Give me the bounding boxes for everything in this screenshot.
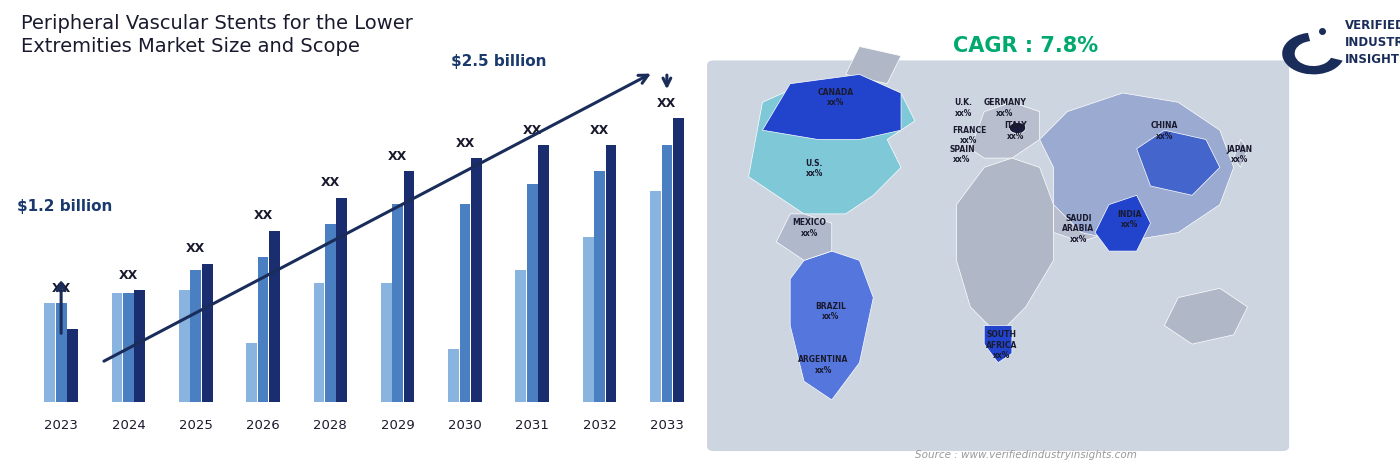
Text: 2025: 2025 — [179, 418, 213, 432]
Polygon shape — [1053, 195, 1109, 242]
Bar — [470, 158, 482, 402]
Circle shape — [1009, 122, 1026, 133]
Text: Source : www.verifiedindustryinsights.com: Source : www.verifiedindustryinsights.co… — [914, 450, 1137, 460]
Bar — [515, 270, 526, 402]
Bar — [269, 231, 280, 402]
Text: 2033: 2033 — [650, 418, 683, 432]
Bar — [258, 257, 269, 402]
Text: FRANCE
xx%: FRANCE xx% — [952, 126, 986, 146]
Polygon shape — [970, 102, 1040, 158]
Bar — [190, 270, 202, 402]
Text: VERIFIED
INDUSTRY
INSIGHTS: VERIFIED INDUSTRY INSIGHTS — [1344, 19, 1400, 66]
Bar — [112, 293, 122, 402]
Bar — [650, 191, 661, 402]
Polygon shape — [984, 326, 1012, 363]
Text: JAPAN
xx%: JAPAN xx% — [1226, 145, 1252, 164]
Bar — [123, 293, 134, 402]
Bar — [539, 145, 549, 402]
Bar — [202, 264, 213, 402]
Polygon shape — [1095, 195, 1151, 251]
Text: BRAZIL
xx%: BRAZIL xx% — [815, 302, 846, 321]
Text: $1.2 billion: $1.2 billion — [17, 199, 113, 214]
Bar — [134, 290, 146, 402]
Polygon shape — [790, 251, 874, 400]
Bar — [594, 171, 605, 402]
Text: 2024: 2024 — [112, 418, 146, 432]
Text: ITALY
xx%: ITALY xx% — [1004, 121, 1026, 141]
Text: 2031: 2031 — [515, 418, 549, 432]
Bar — [179, 290, 189, 402]
Bar — [582, 237, 594, 402]
Text: 2029: 2029 — [381, 418, 414, 432]
FancyBboxPatch shape — [707, 60, 1289, 451]
Polygon shape — [776, 214, 832, 260]
Text: 2023: 2023 — [45, 418, 78, 432]
Bar — [673, 119, 683, 402]
Bar — [381, 283, 392, 402]
Text: XX: XX — [522, 124, 542, 137]
Text: XX: XX — [186, 242, 206, 255]
Polygon shape — [1137, 130, 1219, 195]
Polygon shape — [1233, 140, 1247, 167]
Text: XX: XX — [52, 282, 71, 295]
Text: CAGR : 7.8%: CAGR : 7.8% — [953, 36, 1099, 57]
Bar — [606, 145, 616, 402]
Text: ARGENTINA
xx%: ARGENTINA xx% — [798, 355, 848, 375]
Text: MEXICO
xx%: MEXICO xx% — [792, 218, 826, 238]
Text: GERMANY
xx%: GERMANY xx% — [984, 98, 1026, 118]
Polygon shape — [763, 74, 902, 140]
Text: 2028: 2028 — [314, 418, 347, 432]
Text: CHINA
xx%: CHINA xx% — [1151, 121, 1177, 141]
Bar — [392, 204, 403, 402]
Bar — [526, 185, 538, 402]
Text: CANADA
xx%: CANADA xx% — [818, 88, 853, 107]
Text: XX: XX — [119, 269, 139, 282]
Text: XX: XX — [253, 209, 273, 222]
Text: XX: XX — [321, 176, 340, 189]
Bar — [56, 303, 67, 402]
Bar — [336, 198, 347, 402]
Text: 2026: 2026 — [246, 418, 280, 432]
Text: XX: XX — [455, 137, 475, 150]
Bar — [67, 330, 78, 402]
Polygon shape — [956, 158, 1053, 335]
Bar — [314, 283, 325, 402]
Text: XX: XX — [657, 97, 676, 110]
Bar — [448, 349, 459, 402]
Polygon shape — [1165, 288, 1247, 344]
Bar — [662, 145, 672, 402]
Polygon shape — [846, 46, 902, 84]
Text: 2032: 2032 — [582, 418, 616, 432]
Text: INDIA
xx%: INDIA xx% — [1117, 210, 1142, 229]
Wedge shape — [1282, 33, 1343, 74]
Text: U.S.
xx%: U.S. xx% — [806, 159, 823, 178]
Text: SPAIN
xx%: SPAIN xx% — [949, 145, 974, 164]
Text: $2.5 billion: $2.5 billion — [451, 54, 546, 69]
Text: XX: XX — [589, 124, 609, 137]
Text: 2030: 2030 — [448, 418, 482, 432]
Text: SAUDI
ARABIA
xx%: SAUDI ARABIA xx% — [1063, 214, 1095, 244]
Text: U.K.
xx%: U.K. xx% — [955, 98, 973, 118]
Polygon shape — [1040, 93, 1233, 242]
Bar — [45, 303, 55, 402]
Bar — [459, 204, 470, 402]
Bar — [325, 224, 336, 402]
Text: SOUTH
AFRICA
xx%: SOUTH AFRICA xx% — [986, 330, 1018, 360]
Bar — [403, 171, 414, 402]
Polygon shape — [749, 74, 916, 214]
Bar — [246, 343, 258, 402]
Text: XX: XX — [388, 150, 407, 163]
Text: Peripheral Vascular Stents for the Lower
Extremities Market Size and Scope: Peripheral Vascular Stents for the Lower… — [21, 14, 413, 56]
